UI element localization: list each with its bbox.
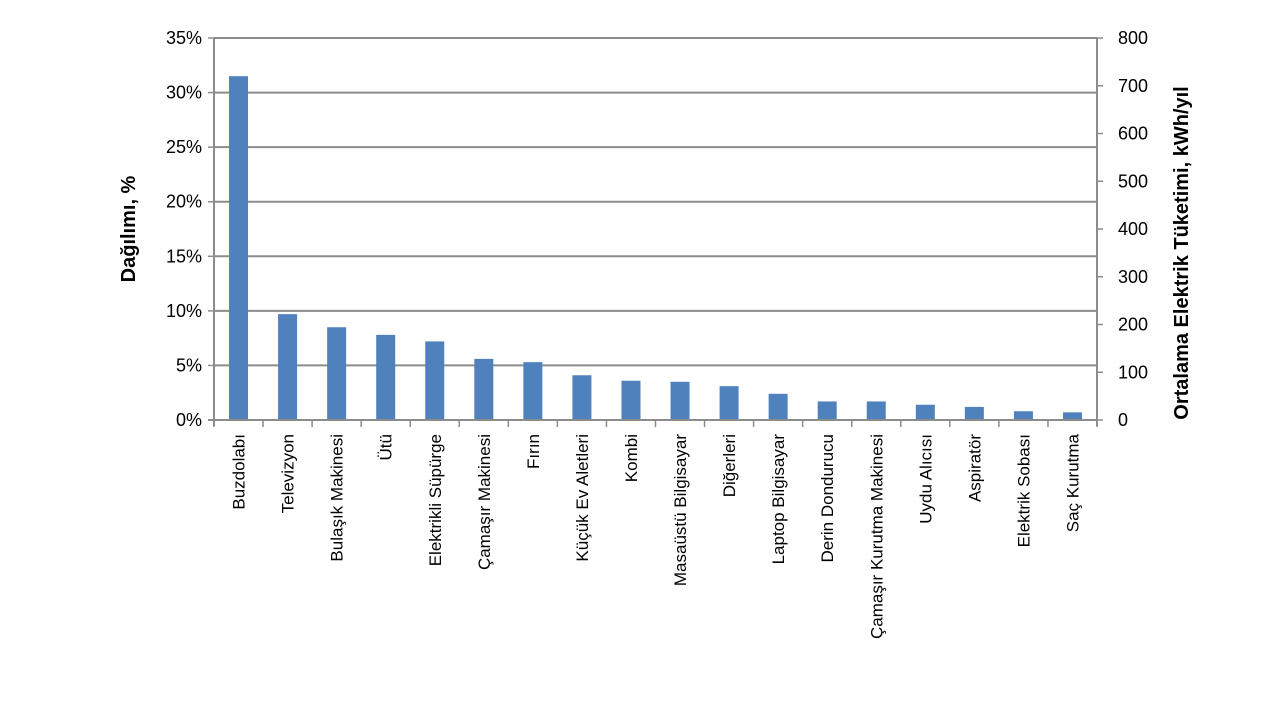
category-label: Küçük Ev Aletleri bbox=[573, 434, 592, 562]
category-label: Uydu Alıcısı bbox=[916, 434, 935, 524]
category-label: Laptop Bilgisayar bbox=[769, 434, 788, 565]
category-label: Çamaşır Makinesi bbox=[475, 434, 494, 570]
category-label: Çamaşır Kurutma Makinesi bbox=[867, 434, 886, 639]
bar bbox=[621, 380, 641, 420]
bar bbox=[278, 314, 298, 420]
category-label: Kombi bbox=[622, 434, 641, 482]
bar bbox=[670, 381, 690, 420]
right-tick-label: 800 bbox=[1118, 28, 1148, 48]
left-tick-label: 35% bbox=[166, 28, 202, 48]
axes bbox=[208, 37, 1103, 427]
bar bbox=[1062, 412, 1082, 420]
bars bbox=[229, 76, 1082, 420]
category-label: Aspiratör bbox=[965, 434, 984, 502]
bar bbox=[768, 393, 788, 420]
right-tick-label: 0 bbox=[1118, 410, 1128, 430]
bar bbox=[719, 386, 739, 420]
bar bbox=[425, 341, 445, 420]
left-tick-label: 15% bbox=[166, 246, 202, 266]
left-tick-label: 5% bbox=[176, 355, 202, 375]
right-tick-label: 500 bbox=[1118, 171, 1148, 191]
category-label: Buzdolabı bbox=[230, 434, 249, 510]
left-axis-title: Dağılımı, % bbox=[118, 175, 140, 282]
bar bbox=[1013, 411, 1033, 420]
right-tick-label: 700 bbox=[1118, 76, 1148, 96]
category-label: Televizyon bbox=[279, 434, 298, 513]
category-label: Masaüstü Bilgisayar bbox=[671, 434, 690, 586]
left-tick-label: 20% bbox=[166, 192, 202, 212]
bar bbox=[572, 375, 592, 420]
gridlines bbox=[214, 37, 1097, 367]
bar bbox=[915, 404, 935, 420]
category-label: Bulaşık Makinesi bbox=[328, 434, 347, 562]
category-label: Diğerleri bbox=[720, 434, 739, 497]
left-tick-label: 25% bbox=[166, 137, 202, 157]
category-label: Fırın bbox=[524, 434, 543, 469]
category-label: Elektrikli Süpürge bbox=[426, 434, 445, 566]
left-tick-label: 30% bbox=[166, 83, 202, 103]
right-axis-title: Ortalama Elektrik Tüketimi, kWh/yıl bbox=[1171, 86, 1193, 419]
bar bbox=[376, 334, 396, 420]
bar bbox=[964, 406, 984, 420]
category-label: Ütü bbox=[377, 434, 396, 460]
left-tick-label: 10% bbox=[166, 301, 202, 321]
right-tick-label: 400 bbox=[1118, 219, 1148, 239]
left-tick-label: 0% bbox=[176, 410, 202, 430]
bar bbox=[817, 401, 837, 420]
category-label: Elektrik Sobası bbox=[1014, 434, 1033, 547]
right-tick-label: 600 bbox=[1118, 124, 1148, 144]
bar bbox=[327, 327, 347, 420]
right-tick-label: 200 bbox=[1118, 315, 1148, 335]
bar bbox=[474, 358, 494, 420]
bar bbox=[523, 362, 543, 420]
right-tick-label: 300 bbox=[1118, 267, 1148, 287]
bar bbox=[229, 76, 249, 420]
category-label: Derin Dondurucu bbox=[818, 434, 837, 563]
right-tick-label: 100 bbox=[1118, 362, 1148, 382]
left-axis-tick-labels: 0% 5% 10% 15% 20% 25% 30% 35% bbox=[166, 28, 202, 430]
right-axis-tick-labels: 0 100 200 300 400 500 600 700 800 bbox=[1118, 28, 1148, 430]
category-label: Saç Kurutma bbox=[1063, 433, 1082, 532]
bar bbox=[866, 401, 886, 420]
category-labels: Buzdolabı Televizyon Bulaşık Makinesi Ütü El… bbox=[230, 433, 1083, 639]
